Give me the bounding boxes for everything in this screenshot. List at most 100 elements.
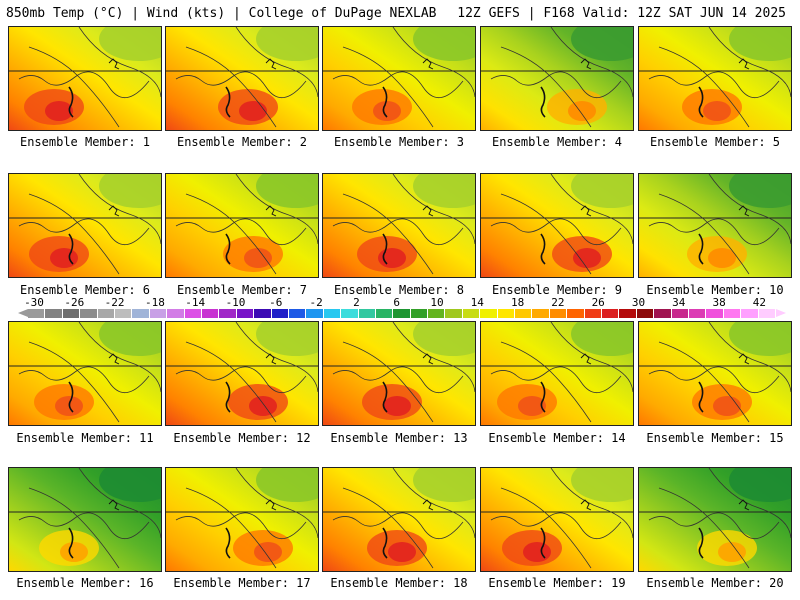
ensemble-map-20 bbox=[638, 467, 792, 572]
colorbar-segment bbox=[288, 309, 307, 318]
ensemble-member-label: Ensemble Member: 3 bbox=[333, 135, 465, 149]
map-title: 850mb Temp (°C) | Wind (kts) | College o… bbox=[6, 6, 437, 21]
colorbar-segment bbox=[602, 309, 620, 318]
colorbar-segment bbox=[671, 309, 690, 318]
colorbar-segment bbox=[393, 309, 411, 318]
colorbar-segment bbox=[515, 309, 533, 318]
ensemble-member-label: Ensemble Member: 5 bbox=[649, 135, 781, 149]
colorbar-segment bbox=[410, 309, 429, 318]
colorbar-segment bbox=[497, 309, 516, 318]
ensemble-map-9 bbox=[480, 173, 634, 278]
colorbar-tick-label: -18 bbox=[144, 296, 165, 309]
ensemble-member-label: Ensemble Member: 20 bbox=[646, 576, 784, 590]
temperature-field bbox=[481, 27, 633, 130]
colorbar-tick-label: -14 bbox=[185, 296, 206, 309]
ensemble-member-label: Ensemble Member: 8 bbox=[333, 283, 465, 297]
ensemble-map-16 bbox=[8, 467, 162, 572]
temperature-field bbox=[323, 322, 475, 425]
ensemble-map-14 bbox=[480, 321, 634, 426]
colorbar-segment bbox=[254, 309, 272, 318]
temperature-field bbox=[323, 174, 475, 277]
ensemble-map-18 bbox=[322, 467, 476, 572]
colorbar-tick-label: 30 bbox=[631, 296, 646, 309]
colorbar-tick-label: 2 bbox=[353, 296, 360, 309]
colorbar-tick-label: -30 bbox=[24, 296, 44, 309]
ensemble-member-label: Ensemble Member: 13 bbox=[330, 431, 468, 445]
ensemble-member-label: Ensemble Member: 18 bbox=[330, 576, 468, 590]
temperature-field bbox=[639, 174, 791, 277]
ensemble-member-label: Ensemble Member: 19 bbox=[488, 576, 626, 590]
colorbar-segment bbox=[462, 309, 481, 318]
colorbar-segment bbox=[584, 309, 603, 318]
temperature-field bbox=[481, 468, 633, 571]
colorbar-left-arrow bbox=[18, 309, 28, 317]
colorbar-segment bbox=[741, 309, 759, 318]
colorbar-tick-label: 38 bbox=[712, 296, 726, 309]
colorbar-tick-label: -6 bbox=[269, 296, 283, 309]
ensemble-map-11 bbox=[8, 321, 162, 426]
colorbar-segment bbox=[636, 309, 655, 318]
colorbar-tick-label: 26 bbox=[591, 296, 605, 309]
colorbar bbox=[28, 309, 776, 318]
colorbar-tick-label: -26 bbox=[64, 296, 85, 309]
colorbar-segment bbox=[706, 309, 724, 318]
colorbar-tick-label: -10 bbox=[225, 296, 246, 309]
colorbar-segment bbox=[201, 309, 220, 318]
temperature-field bbox=[166, 468, 318, 571]
ensemble-map-12 bbox=[165, 321, 319, 426]
temperature-field bbox=[481, 174, 633, 277]
colorbar-segment bbox=[167, 309, 185, 318]
colorbar-tick-label: -22 bbox=[104, 296, 125, 309]
colorbar-right-arrow bbox=[776, 309, 786, 317]
temperature-field bbox=[166, 174, 318, 277]
ensemble-map-15 bbox=[638, 321, 792, 426]
ensemble-member-label: Ensemble Member: 12 bbox=[173, 431, 311, 445]
temperature-field bbox=[639, 27, 791, 130]
temperature-field bbox=[9, 174, 161, 277]
colorbar-segment bbox=[236, 309, 255, 318]
colorbar-segment bbox=[114, 309, 133, 318]
colorbar-segment bbox=[480, 309, 498, 318]
colorbar-segment bbox=[723, 309, 742, 318]
colorbar-segment bbox=[80, 309, 98, 318]
colorbar-segment bbox=[758, 309, 776, 318]
ensemble-map-10 bbox=[638, 173, 792, 278]
temperature-field bbox=[9, 27, 161, 130]
ensemble-member-label: Ensemble Member: 4 bbox=[491, 135, 623, 149]
temperature-field bbox=[323, 468, 475, 571]
colorbar-tick-label: 34 bbox=[672, 296, 686, 309]
ensemble-map-17 bbox=[165, 467, 319, 572]
colorbar-segment bbox=[62, 309, 81, 318]
ensemble-member-label: Ensemble Member: 14 bbox=[488, 431, 626, 445]
colorbar-segment bbox=[567, 309, 585, 318]
colorbar-tick-label: 22 bbox=[551, 296, 565, 309]
colorbar-segment bbox=[97, 309, 115, 318]
ensemble-map-1 bbox=[8, 26, 162, 131]
ensemble-map-6 bbox=[8, 173, 162, 278]
ensemble-member-label: Ensemble Member: 11 bbox=[16, 431, 154, 445]
colorbar-segment bbox=[132, 309, 150, 318]
ensemble-map-8 bbox=[322, 173, 476, 278]
ensemble-member-label: Ensemble Member: 10 bbox=[646, 283, 784, 297]
ensemble-map-5 bbox=[638, 26, 792, 131]
ensemble-member-label: Ensemble Member: 6 bbox=[19, 283, 151, 297]
ensemble-member-label: Ensemble Member: 16 bbox=[16, 576, 154, 590]
colorbar-tick-label: 14 bbox=[470, 296, 484, 309]
temperature-field bbox=[639, 468, 791, 571]
temperature-field bbox=[9, 468, 161, 571]
colorbar-tick-label: 18 bbox=[510, 296, 525, 309]
ensemble-member-label: Ensemble Member: 17 bbox=[173, 576, 311, 590]
colorbar-segment bbox=[306, 309, 324, 318]
colorbar-tick-label: 10 bbox=[430, 296, 444, 309]
temperature-field bbox=[9, 322, 161, 425]
run-valid-time: 12Z GEFS | F168 Valid: 12Z SAT JUN 14 20… bbox=[457, 6, 786, 21]
ensemble-member-label: Ensemble Member: 9 bbox=[491, 283, 623, 297]
ensemble-map-13 bbox=[322, 321, 476, 426]
colorbar-segment bbox=[445, 309, 463, 318]
ensemble-map-19 bbox=[480, 467, 634, 572]
temperature-field bbox=[481, 322, 633, 425]
ensemble-member-label: Ensemble Member: 7 bbox=[176, 283, 308, 297]
colorbar-segment bbox=[654, 309, 672, 318]
temperature-field bbox=[639, 322, 791, 425]
colorbar-segment bbox=[323, 309, 342, 318]
